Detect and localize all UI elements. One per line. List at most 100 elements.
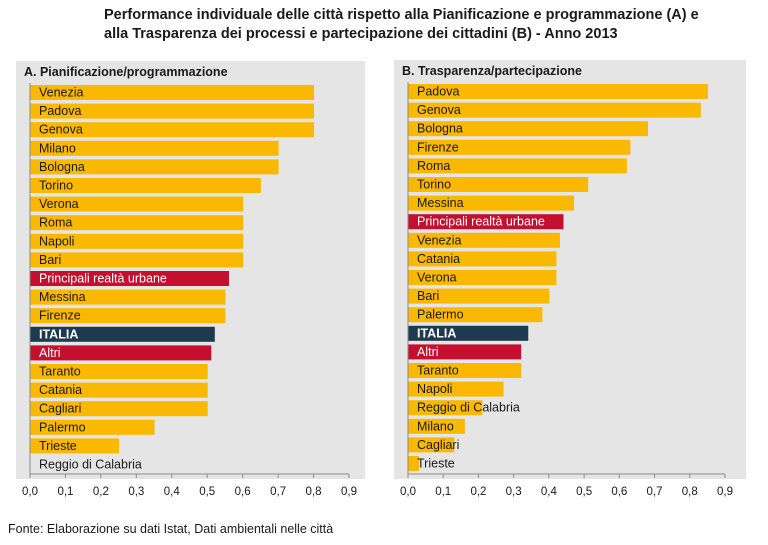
panel-b-category-label: Bologna [417, 122, 463, 136]
panel-b-x-tick-label: 0,2 [470, 486, 486, 498]
panel-a-bar [30, 419, 155, 435]
panel-a-x-tick-label: 0,3 [128, 486, 144, 498]
panel-a-x-tick-label: 0,6 [235, 486, 251, 498]
panel-a-x-tick-label: 0,2 [93, 486, 109, 498]
panel-b-category-label: Messina [417, 196, 464, 210]
panel-b-bar [408, 363, 522, 378]
panel-b-category-label: Trieste [417, 457, 455, 471]
panel-a-category-label: Palermo [39, 420, 86, 434]
panel-a-bar [30, 364, 208, 379]
panel-b-bar [408, 158, 627, 174]
panel-b-category-label: ITALIA [417, 326, 456, 340]
panel-a-bar [30, 233, 244, 249]
panel-b-x-tick-label: 0,0 [400, 486, 416, 498]
panel-a-category-label: Napoli [39, 234, 74, 248]
panel-a-bar [30, 159, 279, 175]
panel-b-bar [408, 437, 455, 453]
panel-a-bar [30, 252, 244, 268]
panel-b-bar [408, 418, 465, 434]
panel-b-category-label: Firenze [417, 140, 459, 154]
panel-b-bar [408, 456, 420, 471]
panel-a-category-label: Trieste [39, 439, 77, 453]
panel-b-bar [408, 400, 483, 416]
panel-b-category-label: Napoli [417, 382, 452, 396]
source-note: Fonte: Elaborazione su dati Istat, Dati … [8, 522, 334, 536]
panel-a-x-tick-label: 0,0 [22, 486, 38, 498]
panel-b-bar [408, 195, 575, 211]
panel-b-bar [408, 139, 631, 155]
panel-b-category-label: Genova [417, 103, 461, 117]
panel-a-x-tick-label: 0,5 [199, 486, 215, 498]
panel-b-category-label: Reggio di Calabria [417, 401, 520, 415]
panel-a-category-label: Principali realtà urbane [39, 272, 167, 286]
panel-a-category-label: Venezia [39, 86, 84, 100]
panel-a-x-tick-label: 0,4 [164, 486, 181, 498]
panel-a-bar [30, 401, 208, 417]
panel-b-x-tick-label: 0,3 [506, 486, 522, 498]
panel-a-category-label: Taranto [39, 365, 81, 379]
panel-a-bar [30, 271, 229, 286]
panel-b-category-label: Bari [417, 289, 439, 303]
panel-a-category-label: Torino [39, 179, 73, 193]
panel-b-bar [408, 251, 557, 267]
panel-b-x-tick-label: 0,9 [717, 486, 733, 498]
panel-b-category-label: Milano [417, 419, 454, 433]
panel-b-category-label: Principali realtà urbane [417, 215, 545, 229]
panel-b-bar [408, 344, 522, 360]
panel-b-category-label: Palermo [417, 308, 464, 322]
panel-b-category-label: Cagliari [417, 438, 459, 452]
panel-a-category-label: Messina [39, 290, 86, 304]
panel-b-category-label: Taranto [417, 364, 459, 378]
chart-title: Performance individuale delle città risp… [104, 7, 699, 42]
panel-a-bar [30, 308, 226, 324]
panel-a-bar [30, 196, 244, 212]
panel-a-category-label: Bologna [39, 160, 85, 174]
panel-a-category-label: Cagliari [39, 402, 81, 416]
panel-b-x-tick-label: 0,5 [576, 486, 592, 498]
panel-b-category-label: Verona [417, 271, 457, 285]
panel-b-category-label: Roma [417, 159, 450, 173]
panel-a-category-label: Roma [39, 216, 72, 230]
panel-a-category-label: Padova [39, 104, 81, 118]
panel-a-bar [30, 289, 226, 305]
panel-b-bar [408, 214, 564, 230]
panel-b-x-tick-label: 0,4 [541, 486, 558, 498]
panel-b-x-tick-label: 0,8 [682, 486, 698, 498]
panel-b-bar [408, 288, 550, 304]
panel-b-x-tick-label: 0,6 [611, 486, 627, 498]
panel-a-category-label: Genova [39, 123, 83, 137]
panel-b-bar [408, 381, 504, 397]
panel-b-category-label: Padova [417, 85, 459, 99]
panel-a-bar [30, 103, 315, 119]
panel-a-x-tick-label: 0,9 [341, 486, 357, 498]
panel-b-category-label: Catania [417, 252, 460, 266]
panel-a-category-label: Firenze [39, 309, 81, 323]
panel-a-category-label: ITALIA [39, 327, 78, 341]
panel-b-bar [408, 121, 649, 137]
panel-b-title: B. Trasparenza/partecipazione [402, 64, 582, 78]
panel-b-category-label: Venezia [417, 233, 462, 247]
panel-a-bar [30, 85, 315, 100]
panel-a-bar [30, 140, 279, 156]
panel-b-bar [408, 325, 529, 341]
panel-a-category-label: Milano [39, 141, 76, 155]
panel-b-x-tick-label: 0,7 [647, 486, 663, 498]
panel-a-bar [30, 438, 120, 454]
panel-b-bar [408, 307, 543, 323]
panel-a-category-label: Altri [39, 346, 61, 360]
panel-a-x-tick-label: 0,7 [270, 486, 286, 498]
panel-b-bar [408, 84, 708, 99]
panel-a-bar [30, 178, 261, 193]
panel-a-category-label: Catania [39, 383, 82, 397]
panel-a-bar [30, 382, 208, 398]
panel-a-x-tick-label: 0,1 [57, 486, 73, 498]
panel-a-x-tick-label: 0,8 [306, 486, 322, 498]
panel-b-category-label: Altri [417, 345, 439, 359]
panel-a-bar [30, 326, 215, 342]
panel-a-bar [30, 122, 315, 138]
panel-b-x-tick-label: 0,1 [435, 486, 451, 498]
panel-a-category-label: Reggio di Calabria [39, 458, 142, 472]
panel-a-category-label: Bari [39, 253, 61, 267]
panel-a-title: A. Pianificazione/programmazione [24, 65, 228, 79]
